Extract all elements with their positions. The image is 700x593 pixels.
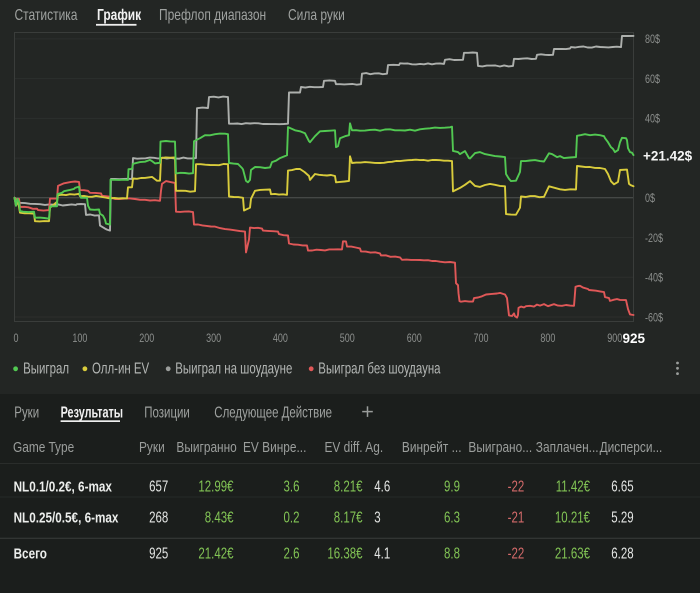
svg-text:10.21€: 10.21€	[555, 509, 590, 526]
svg-text:0.2: 0.2	[284, 509, 300, 526]
svg-text:6.65: 6.65	[611, 478, 633, 495]
svg-text:-20$: -20$	[645, 232, 663, 246]
svg-text:60$: 60$	[645, 73, 660, 87]
svg-text:NL0.25/0.5€, 6-max: NL0.25/0.5€, 6-max	[14, 509, 119, 525]
svg-text:12.99€: 12.99€	[198, 478, 233, 495]
svg-text:+21.42$: +21.42$	[643, 148, 693, 163]
svg-text:-22: -22	[508, 478, 525, 495]
svg-text:-60$: -60$	[645, 311, 663, 325]
svg-text:6.3: 6.3	[444, 509, 460, 526]
svg-text:Руки: Руки	[14, 404, 39, 421]
svg-text:Выигранно: Выигранно	[176, 439, 236, 455]
svg-text:100: 100	[72, 332, 87, 346]
svg-text:Следующее Действие: Следующее Действие	[214, 404, 332, 421]
svg-text:9.9: 9.9	[444, 478, 460, 495]
svg-text:800: 800	[540, 332, 555, 346]
svg-text:8.43€: 8.43€	[205, 509, 234, 526]
svg-text:80$: 80$	[645, 33, 660, 47]
svg-text:-22: -22	[508, 545, 525, 562]
svg-text:0$: 0$	[645, 192, 655, 206]
svg-text:600: 600	[407, 332, 422, 346]
svg-text:8.21€: 8.21€	[334, 478, 363, 495]
svg-text:Руки: Руки	[139, 439, 165, 455]
svg-text:300: 300	[206, 332, 221, 346]
svg-text:Game Type: Game Type	[13, 439, 74, 455]
svg-text:EV Винре...: EV Винре...	[243, 439, 306, 455]
svg-text:3: 3	[374, 509, 380, 526]
svg-text:Сила руки: Сила руки	[288, 5, 345, 23]
svg-text:4.6: 4.6	[374, 478, 390, 495]
svg-text:8.17€: 8.17€	[334, 509, 363, 526]
svg-text:График: График	[97, 5, 142, 23]
svg-text:268: 268	[149, 509, 168, 526]
svg-text:Выиграл на шоудауне: Выиграл на шоудауне	[175, 360, 292, 377]
svg-text:16.38€: 16.38€	[327, 545, 362, 562]
svg-text:40$: 40$	[645, 113, 660, 127]
svg-text:Позиции: Позиции	[144, 404, 190, 421]
svg-text:21.42€: 21.42€	[198, 545, 233, 562]
svg-text:Статистика: Статистика	[15, 5, 78, 23]
svg-text:11.42€: 11.42€	[556, 478, 591, 495]
svg-text:925: 925	[623, 331, 646, 346]
svg-text:Выиграно...: Выиграно...	[468, 439, 532, 455]
svg-text:Дисперси...: Дисперси...	[600, 439, 663, 455]
svg-text:657: 657	[149, 478, 168, 495]
svg-text:4.1: 4.1	[374, 545, 390, 562]
svg-text:200: 200	[139, 332, 154, 346]
svg-text:NL0.1/0.2€, 6-max: NL0.1/0.2€, 6-max	[14, 478, 113, 494]
svg-text:Заплачен...: Заплачен...	[536, 439, 599, 455]
svg-text:Префлоп диапазон: Префлоп диапазон	[159, 5, 266, 23]
svg-text:-21: -21	[508, 509, 525, 526]
svg-text:8.8: 8.8	[444, 545, 460, 562]
svg-text:21.63€: 21.63€	[555, 545, 590, 562]
svg-text:Ag.: Ag.	[365, 439, 383, 455]
svg-text:400: 400	[273, 332, 288, 346]
svg-text:Результаты: Результаты	[61, 403, 123, 420]
svg-text:-40$: -40$	[645, 271, 663, 285]
svg-text:Олл-ин EV: Олл-ин EV	[92, 360, 150, 377]
svg-text:EV diff.: EV diff.	[325, 439, 363, 455]
svg-text:2.6: 2.6	[284, 545, 300, 562]
svg-text:Выиграл: Выиграл	[23, 360, 69, 377]
svg-text:5.29: 5.29	[611, 509, 633, 526]
svg-text:6.28: 6.28	[611, 545, 633, 562]
svg-text:3.6: 3.6	[284, 478, 300, 495]
svg-text:900: 900	[607, 332, 622, 346]
svg-text:Винрейт ...: Винрейт ...	[402, 439, 462, 455]
svg-text:0: 0	[13, 332, 18, 346]
svg-text:Выиграл без шоудауна: Выиграл без шоудауна	[318, 360, 441, 377]
svg-text:700: 700	[473, 332, 488, 346]
svg-text:Всего: Всего	[14, 545, 47, 561]
svg-text:500: 500	[340, 332, 355, 346]
svg-text:925: 925	[149, 545, 168, 562]
